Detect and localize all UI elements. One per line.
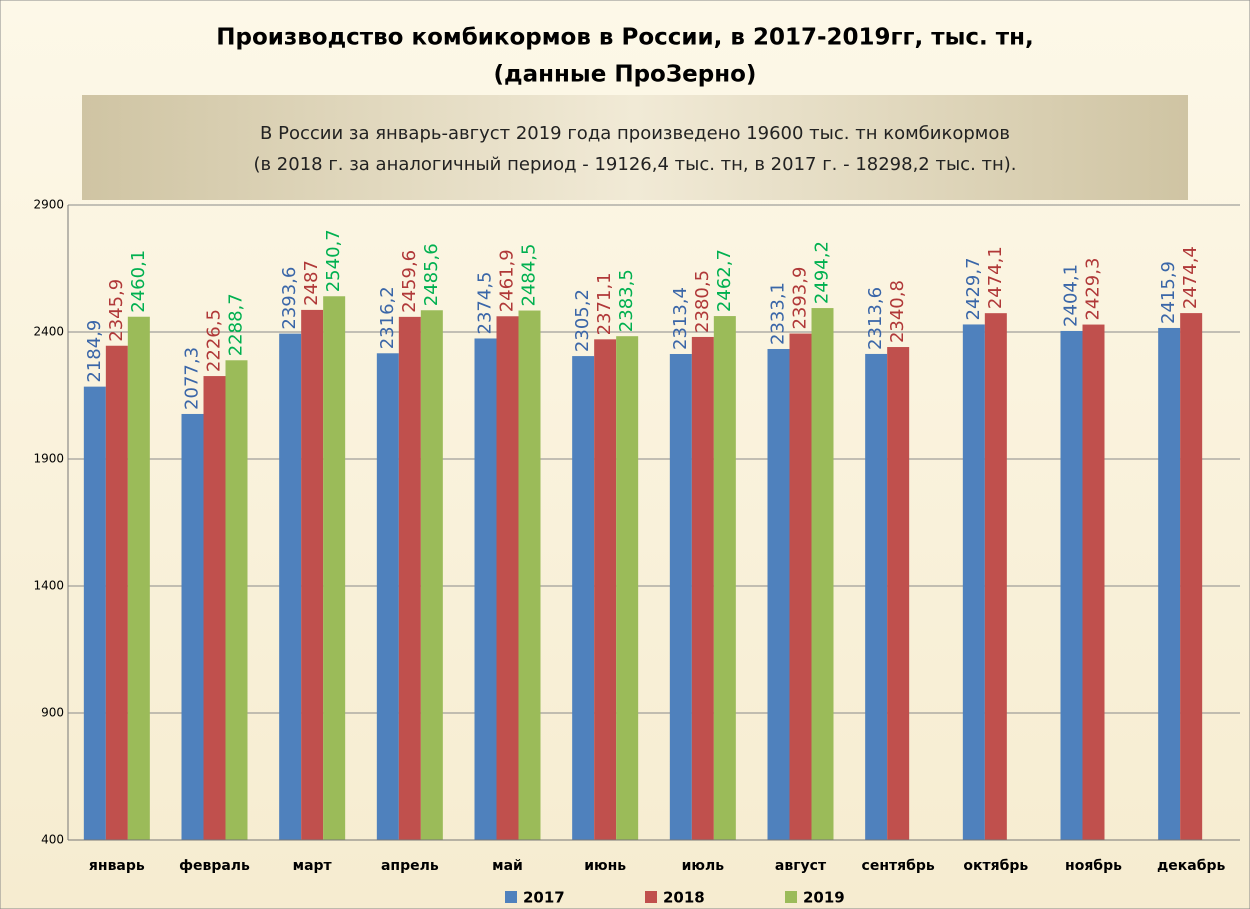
data-label: 2404,1 [1061,264,1082,327]
bar [83,386,106,840]
data-label: 2288,7 [226,293,247,356]
y-tick-label: 1900 [33,452,64,466]
bar [1158,327,1181,840]
data-label: 2460,1 [128,250,149,313]
data-label: 2459,6 [399,250,420,313]
bar [1060,330,1083,840]
x-tick-label: сентябрь [862,858,935,874]
x-tick-label: январь [89,858,145,874]
bar [691,336,714,840]
data-label: 2474,4 [1180,246,1201,309]
bar [713,316,736,840]
x-tick-label: октябрь [963,858,1028,874]
bar [376,353,399,840]
legend-swatch [505,891,517,903]
y-tick-label: 400 [41,833,64,847]
y-tick-label: 1400 [33,579,64,593]
data-label: 2313,6 [865,287,886,350]
data-label: 2305,2 [572,289,593,352]
data-label: 2540,7 [323,229,344,292]
bar [323,296,346,840]
chart-title: (данные ПроЗерно) [494,62,757,88]
data-label: 2487 [301,260,322,306]
x-tick-label: июль [682,858,725,874]
data-label: 2374,5 [475,271,496,334]
bar [474,338,497,840]
bar [572,356,595,840]
data-label: 2340,8 [887,280,908,343]
chart-title: Производство комбикормов в России, в 201… [216,25,1034,51]
data-label: 2184,9 [84,320,105,383]
data-label: 2429,7 [963,257,984,320]
bar [616,336,639,840]
x-tick-label: апрель [381,858,439,874]
x-tick-label: июнь [584,858,626,874]
bar [225,360,248,840]
x-tick-label: март [293,858,333,874]
bar [865,353,888,840]
bar [279,333,302,840]
data-label: 2494,2 [812,241,833,304]
bar [181,413,204,840]
y-tick-label: 900 [41,706,64,720]
bar [767,348,790,840]
bar [789,333,812,840]
x-tick-label: май [492,858,523,874]
bar [1082,324,1105,840]
data-label: 2484,5 [519,244,540,307]
bar [811,308,834,840]
bar [962,324,985,841]
subtitle-box [82,95,1188,200]
subtitle: (в 2018 г. за аналогичный период - 19126… [253,154,1016,175]
data-label: 2393,6 [279,267,300,330]
subtitle: В России за январь-август 2019 года прои… [260,123,1010,144]
bar [398,316,421,841]
y-tick-label: 2900 [33,198,64,212]
legend-swatch [785,891,797,903]
bar [518,310,541,840]
x-tick-label: февраль [179,858,250,874]
data-label: 2380,5 [692,270,713,333]
legend-swatch [645,891,657,903]
data-label: 2226,5 [204,309,225,372]
data-label: 2474,1 [985,246,1006,309]
data-label: 2462,7 [714,249,735,312]
data-label: 2393,9 [790,267,811,330]
data-label: 2415,9 [1158,261,1179,324]
y-tick-label: 2400 [33,325,64,339]
data-label: 2371,1 [594,272,615,335]
legend-label: 2019 [803,889,845,907]
legend-label: 2017 [523,889,565,907]
data-label: 2316,2 [377,286,398,349]
bar [301,309,324,841]
data-label: 2077,3 [182,347,203,410]
x-tick-label: декабрь [1157,858,1226,874]
data-label: 2333,1 [768,282,789,345]
bar [669,353,692,840]
bar [594,339,617,840]
data-label: 2313,4 [670,287,691,350]
data-label: 2429,3 [1083,258,1104,321]
bar [984,313,1007,840]
bar [1180,313,1203,840]
bar [105,345,128,840]
bar [420,310,443,841]
bar [887,347,910,840]
legend-label: 2018 [663,889,705,907]
data-label: 2383,5 [616,269,637,332]
bar [496,316,519,840]
data-label: 2461,9 [497,249,518,312]
data-label: 2345,9 [106,279,127,342]
data-label: 2485,6 [421,243,442,306]
x-tick-label: ноябрь [1065,858,1122,874]
bar [127,316,150,840]
x-tick-label: август [775,858,827,874]
bar [203,376,226,840]
